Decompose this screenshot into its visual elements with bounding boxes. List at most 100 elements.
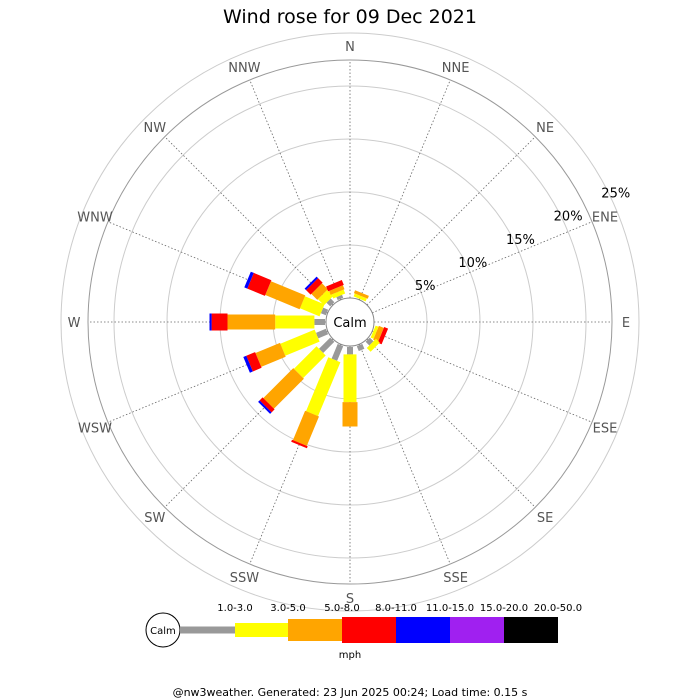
- petal-ssw-bin-1: [306, 357, 341, 417]
- petal-nnw-bin-1: [331, 289, 346, 299]
- petal-se-bin-1: [366, 338, 380, 352]
- legend-swatch-2: [288, 619, 342, 641]
- direction-label-se: SE: [537, 511, 553, 526]
- legend-swatch-6: [504, 617, 558, 643]
- petal-sw-bin-1: [294, 346, 326, 378]
- ring-label-20: 20%: [554, 210, 583, 225]
- petal-s-bin-1: [343, 354, 357, 403]
- petal-sw-bin-2: [263, 368, 304, 409]
- grid-layer: [60, 32, 640, 612]
- petal-nnw-bin-0: [336, 294, 344, 301]
- direction-label-nnw: NNW: [228, 61, 260, 76]
- direction-label-ese: ESE: [593, 422, 618, 437]
- direction-label-nw: NW: [144, 121, 167, 136]
- petal-nnw-bin-3: [326, 280, 344, 292]
- petal-ssw-bin-2: [292, 410, 319, 446]
- petal-ssw-bin-3: [291, 439, 308, 449]
- legend-bin-label-5: 15.0-20.0: [480, 603, 528, 614]
- ring-label-15: 15%: [506, 233, 535, 248]
- direction-label-sw: SW: [144, 511, 165, 526]
- direction-label-ssw: SSW: [230, 571, 260, 586]
- direction-label-nne: NNE: [442, 61, 470, 76]
- spoke-ene: [372, 221, 593, 314]
- petal-nw-bin-2: [311, 283, 328, 300]
- petal-sw-bin-0: [319, 337, 335, 353]
- petal-nw-bin-1: [318, 290, 334, 306]
- calm-label: Calm: [333, 316, 366, 331]
- petal-se-bin-0: [365, 337, 374, 346]
- spoke-ese: [372, 330, 593, 423]
- direction-label-ne: NE: [536, 121, 554, 136]
- petal-ssw-bin-0: [331, 343, 344, 361]
- spoke-nw: [164, 136, 334, 306]
- ring-label-25: 25%: [601, 186, 630, 201]
- petal-wsw-bin-2: [255, 342, 286, 367]
- direction-label-e: E: [622, 316, 630, 331]
- legend-bin-label-3: 8.0-11.0: [375, 603, 417, 614]
- legend-bin-label-6: 20.0-50.0: [534, 603, 582, 614]
- legend-bin-label-0: 1.0-3.0: [217, 603, 252, 614]
- speed-legend: Calm mph 1.0-3.0 3.0-5.0 5.0-8.0 8.0-11.0 11…: [145, 603, 582, 661]
- petal-nw-bin-3: [306, 278, 323, 295]
- petal-wsw-bin-3: [246, 352, 262, 372]
- spoke-nne: [358, 79, 451, 300]
- petal-sse-bin-0: [356, 343, 365, 352]
- direction-label-n: N: [345, 40, 355, 55]
- legend-unit-label: mph: [339, 650, 361, 661]
- petal-nne-bin-1: [353, 293, 367, 302]
- spoke-se: [366, 338, 536, 508]
- direction-label-wsw: WSW: [78, 422, 112, 437]
- direction-label-w: W: [68, 316, 81, 331]
- petal-ese-bin-1: [370, 325, 379, 339]
- petal-w-bin-3: [211, 313, 228, 331]
- petal-sw-bin-3: [259, 397, 275, 413]
- petal-ese-bin-3: [377, 327, 389, 345]
- direction-label-wnw: WNW: [77, 210, 113, 225]
- ring-label-5: 5%: [415, 279, 436, 294]
- legend-bin-label-2: 5.0-8.0: [324, 603, 359, 614]
- petal-wsw-bin-1: [280, 329, 320, 356]
- ring-label-10: 10%: [458, 256, 487, 271]
- legend-swatch-1: [235, 623, 288, 637]
- legend-bin-label-1: 3.0-5.0: [270, 603, 305, 614]
- direction-label-ene: ENE: [592, 210, 618, 225]
- legend-calm-label: Calm: [150, 626, 176, 637]
- legend-swatch-0: [180, 626, 235, 634]
- petal-wnw-bin-4: [244, 271, 254, 289]
- petal-layer: [209, 271, 389, 449]
- label-layer: N NNE NE ENE E ESE SE SSE S SSW SW WSW W WNW NW NNW 5% 10…: [68, 40, 631, 607]
- petal-nw-bin-0: [326, 298, 335, 307]
- petal-wnw-bin-1: [299, 296, 325, 317]
- legend-swatch-4: [396, 617, 450, 643]
- spoke-ne: [366, 136, 536, 306]
- chart-title: Wind rose for 09 Dec 2021: [223, 6, 477, 28]
- direction-label-s: S: [346, 592, 354, 607]
- petal-w-bin-2: [227, 314, 276, 330]
- petal-wnw-bin-0: [320, 307, 329, 316]
- petal-s-bin-0: [347, 347, 353, 355]
- grid-ring-20: [113, 85, 587, 559]
- petal-nne-bin-2: [353, 290, 369, 299]
- petal-w-bin-0: [314, 319, 325, 325]
- calm-center: Calm: [325, 297, 375, 347]
- petal-w-bin-1: [275, 315, 315, 329]
- footer-credit: @nw3weather. Generated: 23 Jun 2025 00:2…: [172, 686, 528, 699]
- grid-ring-outer: [87, 59, 613, 585]
- petal-s-bin-2: [342, 402, 358, 427]
- petal-wnw-bin-2: [265, 281, 306, 310]
- petal-w-bin-4: [209, 313, 212, 331]
- petal-wnw-bin-3: [247, 272, 272, 296]
- grid-ring-25: [60, 32, 640, 612]
- petal-ese-bin-2: [373, 325, 384, 342]
- calm-circle: [325, 297, 375, 347]
- direction-label-sse: SSE: [443, 571, 468, 586]
- legend-bin-label-4: 11.0-15.0: [426, 603, 474, 614]
- petal-wsw-bin-4: [243, 355, 253, 373]
- petal-nw-bin-4: [304, 276, 319, 291]
- spoke-sse: [358, 344, 451, 565]
- spoke-nnw: [249, 79, 342, 300]
- legend-swatch-5: [450, 617, 504, 643]
- petal-sw-bin-4: [258, 400, 272, 414]
- petal-wsw-bin-0: [316, 328, 329, 339]
